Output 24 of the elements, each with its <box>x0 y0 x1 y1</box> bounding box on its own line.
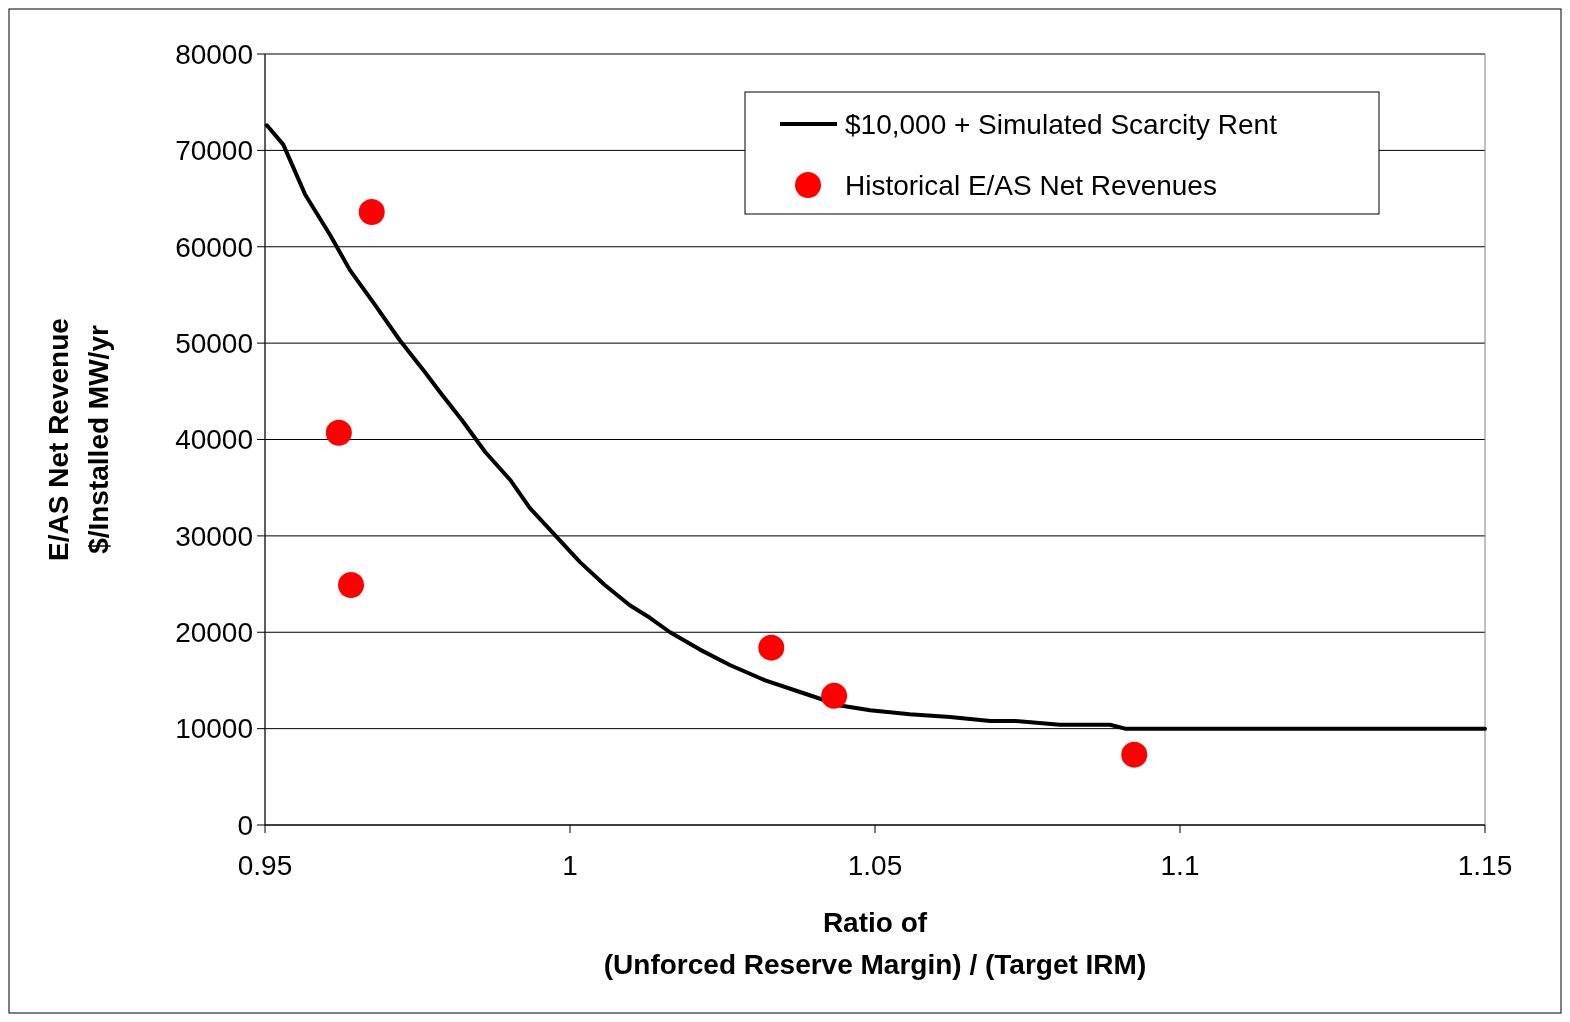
y-tick-label: 40000 <box>175 424 253 456</box>
y-tick-label: 60000 <box>175 231 253 263</box>
y-tick-label: 20000 <box>175 617 253 649</box>
y-tick-label: 10000 <box>175 713 253 745</box>
point <box>1121 741 1148 768</box>
legend-label: Historical E/AS Net Revenues <box>845 169 1217 201</box>
x-tick-label: 0.95 <box>237 850 293 881</box>
y-tick-label: 30000 <box>175 520 253 552</box>
y-tick-label: 50000 <box>175 327 253 359</box>
x-tick-label: 1 <box>562 850 578 881</box>
point <box>338 572 365 599</box>
y-tick-label: 80000 <box>175 38 253 70</box>
y-tick-label: 0 <box>237 809 253 841</box>
point <box>758 634 785 661</box>
x-tick-label: 1.05 <box>847 850 903 881</box>
x-axis-title: Ratio of (Unforced Reserve Margin) / (Target IRM) <box>603 907 1147 980</box>
x-tick-label: 1.15 <box>1457 850 1513 881</box>
point <box>325 419 352 446</box>
y-axis-title: E/AS Net Revenue $/Installed MW/yr <box>43 318 114 561</box>
legend-label: $10,000 + Simulated Scarcity Rent <box>845 108 1278 140</box>
point <box>821 682 848 709</box>
x-tick-label: 1.1 <box>1160 850 1200 881</box>
y-tick-label: 70000 <box>175 135 253 167</box>
point <box>358 199 385 226</box>
